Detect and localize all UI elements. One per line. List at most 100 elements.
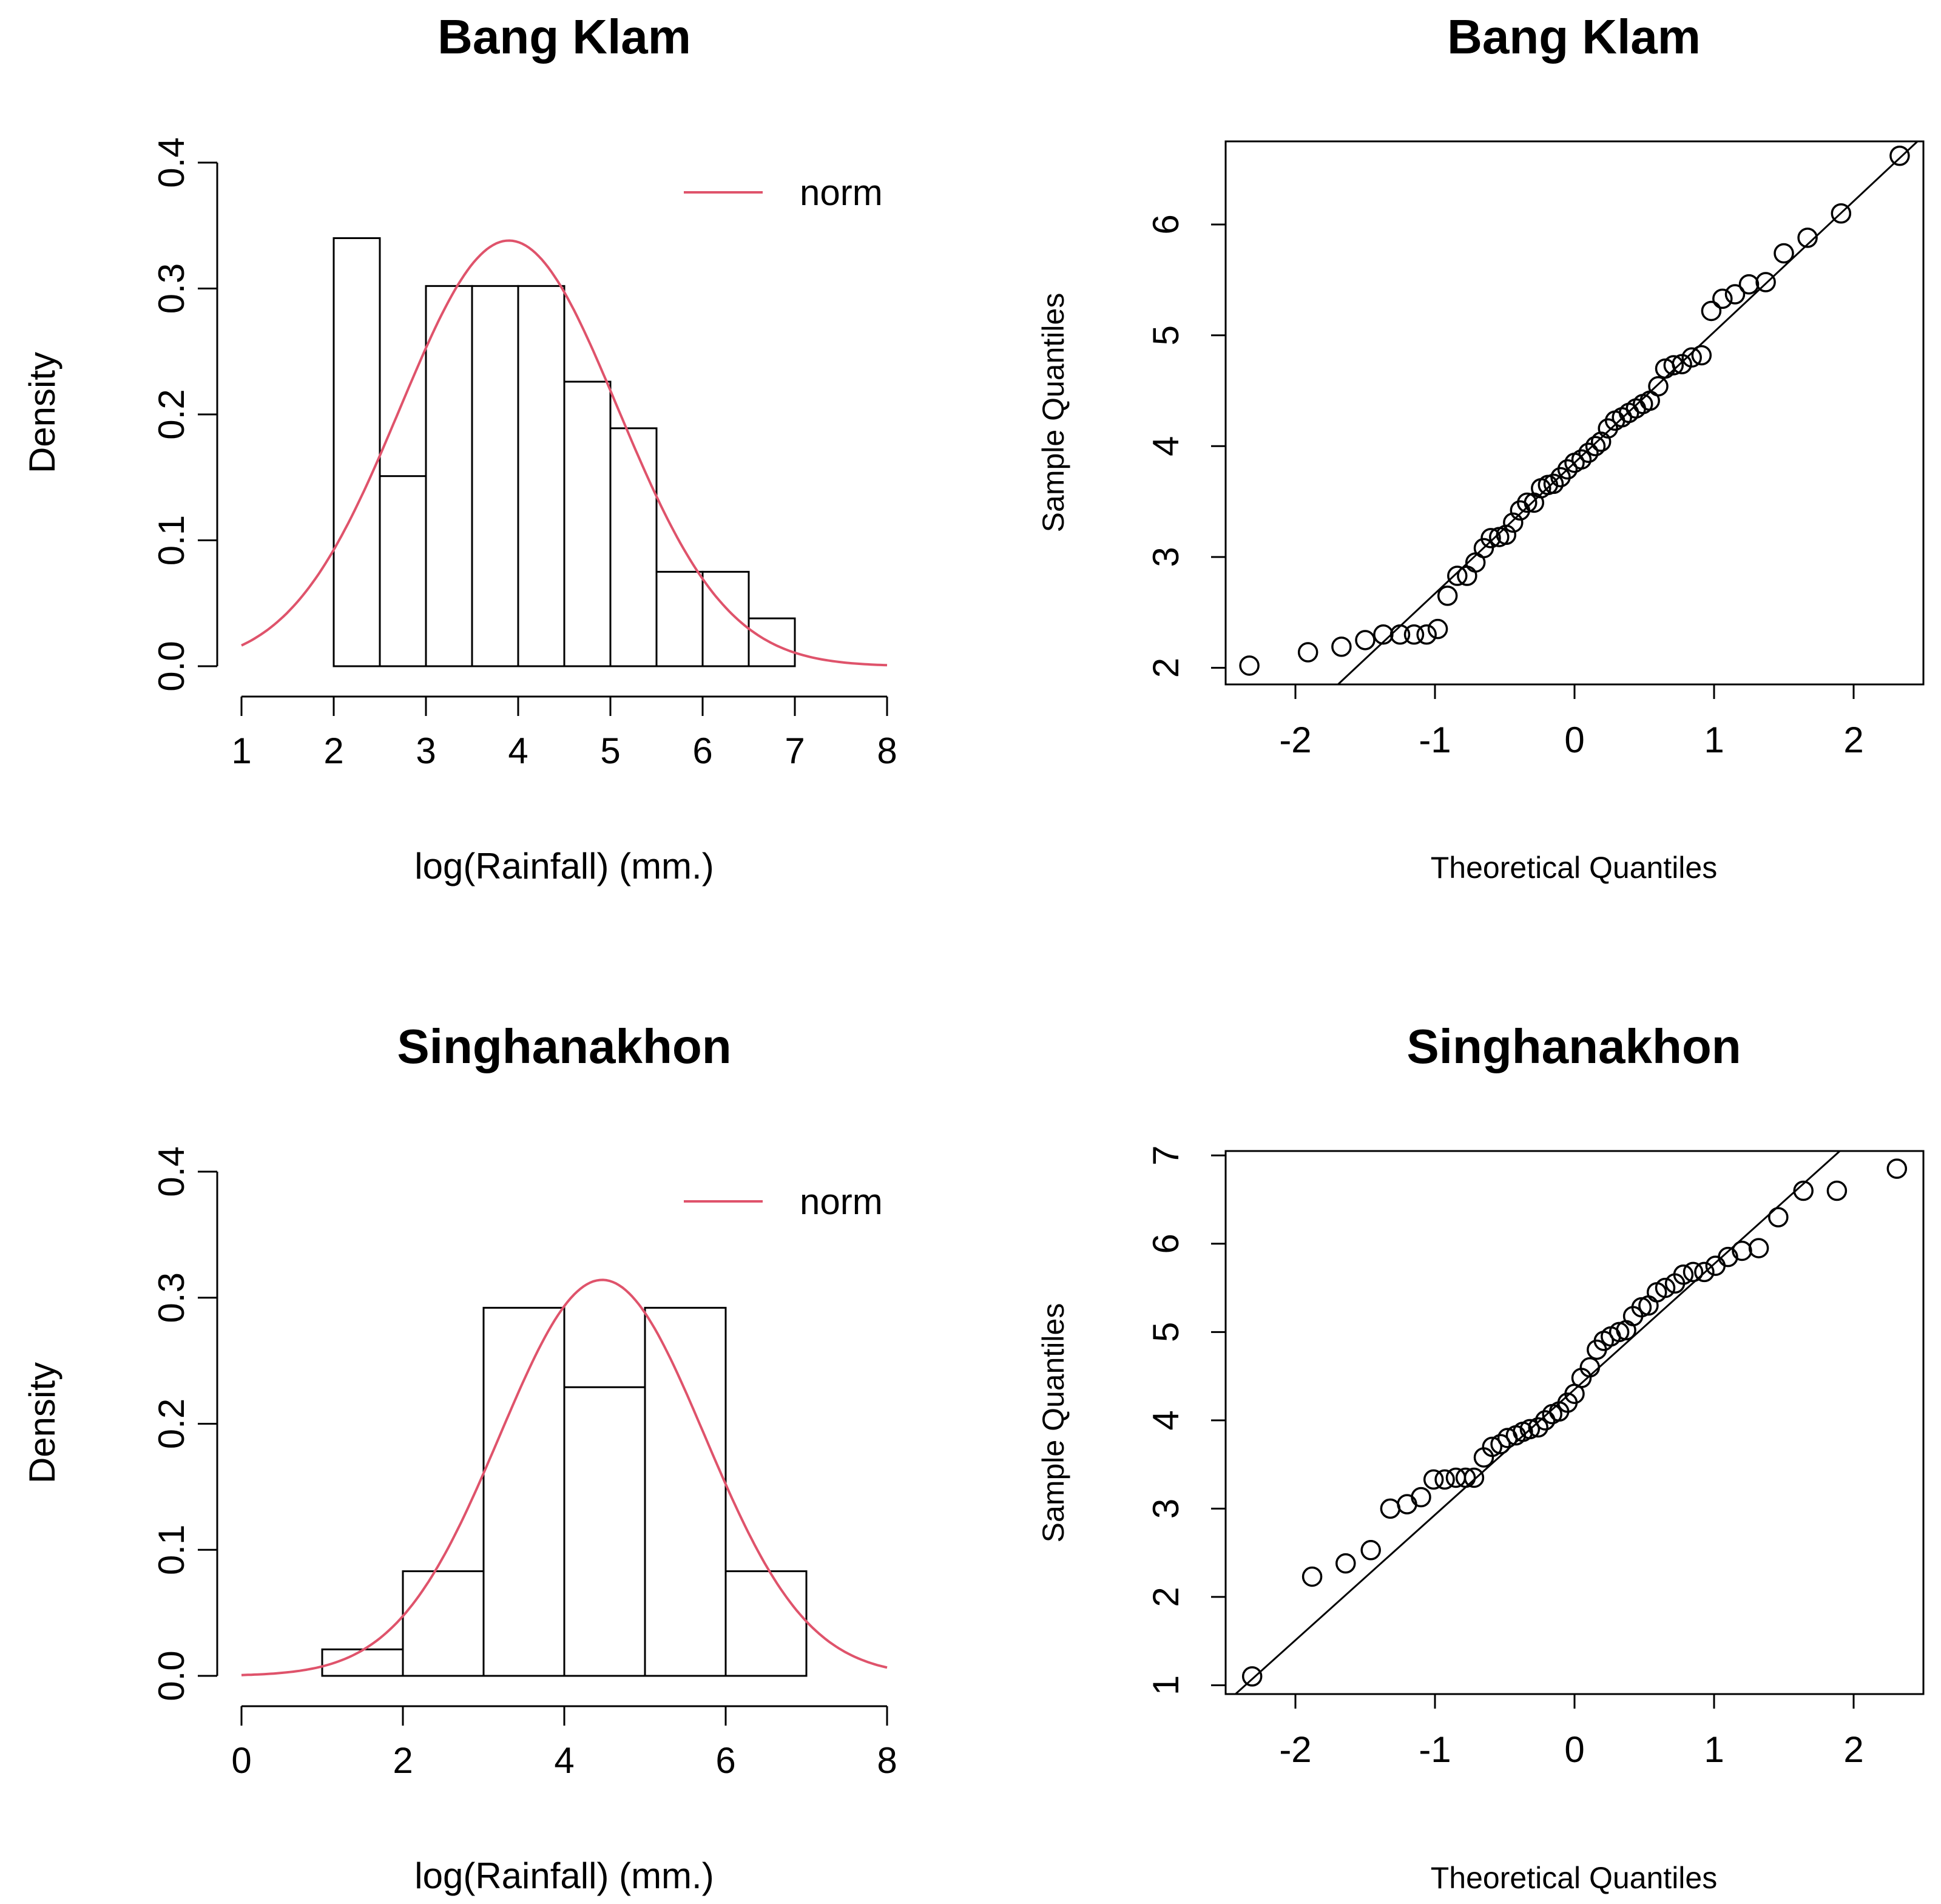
qq-point: [1416, 624, 1437, 645]
qq-point: [1411, 1487, 1431, 1508]
x-tick-label: 2: [393, 1740, 413, 1781]
histogram-bang-klam: Bang Klam Density log(Rainfall) (mm.) 1 2…: [22, 10, 897, 886]
qq-point: [1705, 1255, 1726, 1276]
histogram-bar: [333, 237, 381, 667]
qq-point: [1748, 1238, 1769, 1258]
qq-point: [1886, 1158, 1908, 1179]
x-tick-label: 7: [785, 731, 805, 771]
x-axis-label: log(Rainfall) (mm.): [414, 1855, 714, 1896]
qq-point: [1550, 467, 1571, 488]
qq-point: [1397, 1494, 1417, 1514]
qq-point: [1473, 538, 1494, 559]
qq-point: [1543, 473, 1564, 495]
y-tick-label: 7: [1146, 1146, 1186, 1166]
qq-point: [1797, 228, 1818, 248]
chart-title: Singhanakhon: [1406, 1019, 1741, 1073]
y-tick-label: 2: [1146, 1587, 1186, 1607]
y-tick-label: 6: [1146, 214, 1186, 234]
qq-point: [1301, 1566, 1323, 1587]
qq-line: [1235, 1150, 1841, 1695]
qq-point: [1826, 1180, 1848, 1201]
qq-point: [1297, 642, 1318, 663]
histogram-bar: [701, 570, 750, 667]
qq-point: [1648, 376, 1669, 397]
qq-point: [1793, 1180, 1814, 1201]
y-tick-label: 0.3: [151, 263, 192, 314]
qq-point: [1655, 1277, 1676, 1298]
y-tick-label: 0.2: [151, 389, 192, 439]
qq-point: [1455, 1467, 1476, 1488]
qq-point: [1331, 636, 1352, 657]
y-tick-label: 0.0: [151, 1650, 192, 1701]
x-tick-label: 0: [1564, 1729, 1584, 1770]
x-tick-label: -2: [1279, 720, 1311, 760]
legend-label: norm: [800, 1181, 883, 1222]
qq-point: [1447, 565, 1468, 586]
x-tick-label: 1: [1704, 1729, 1724, 1770]
x-axis: -2 -1 0 1 2: [1279, 684, 1864, 760]
qq-point: [1831, 203, 1852, 224]
x-tick-label: 8: [877, 731, 897, 771]
qq-point: [1578, 442, 1599, 464]
x-axis-label: Theoretical Quantiles: [1431, 851, 1717, 885]
chart-title: Bang Klam: [437, 10, 691, 64]
qq-point: [1724, 284, 1746, 305]
qq-point: [1389, 624, 1411, 645]
qq-points: [1241, 1158, 1908, 1687]
qq-point: [1683, 1261, 1704, 1283]
qq-point: [1241, 1666, 1263, 1687]
x-axis-label: Theoretical Quantiles: [1431, 1861, 1717, 1895]
x-tick-label: 0: [231, 1740, 251, 1781]
qq-point: [1427, 618, 1448, 640]
qq-point: [1598, 418, 1618, 439]
y-tick-label: 0.4: [151, 137, 192, 187]
histogram-bars: [333, 237, 796, 667]
histogram-bar: [563, 1386, 646, 1677]
qq-point: [1585, 436, 1606, 457]
legend: norm: [684, 1181, 883, 1222]
x-tick-label: 2: [323, 731, 343, 771]
qq-point: [1360, 1540, 1381, 1561]
x-tick-label: 2: [1843, 720, 1863, 760]
x-tick-label: 5: [600, 731, 620, 771]
qq-point: [1496, 524, 1517, 545]
qq-plot-singhanakhon: Singhanakhon Sample Quantiles Theoretica…: [1036, 1019, 1925, 1895]
norm-density-curve: [241, 239, 888, 667]
y-tick-label: 3: [1146, 547, 1186, 567]
legend-label: norm: [800, 172, 883, 213]
qq-point: [1774, 243, 1794, 264]
qq-point: [1480, 528, 1501, 549]
y-tick-label: 5: [1146, 325, 1186, 345]
histogram-bar: [563, 380, 612, 667]
x-axis-label: log(Rainfall) (mm.): [414, 846, 714, 886]
y-axis: 1 2 3 4 5 6 7: [1146, 1146, 1226, 1695]
chart-title: Bang Klam: [1447, 10, 1701, 64]
x-tick-label: -1: [1419, 720, 1451, 760]
x-tick-label: 6: [692, 731, 712, 771]
qq-point: [1663, 355, 1684, 376]
histogram-bar: [379, 475, 427, 667]
qq-point: [1335, 1553, 1356, 1574]
qq-point: [1517, 492, 1538, 513]
x-tick-label: 4: [554, 1740, 574, 1781]
qq-points: [1239, 145, 1910, 676]
qq-point: [1571, 449, 1592, 470]
qq-point: [1768, 1207, 1789, 1227]
qq-point: [1718, 1246, 1738, 1268]
y-tick-label: 4: [1146, 1410, 1186, 1430]
y-tick-label: 0.1: [151, 1525, 192, 1575]
qq-point: [1503, 512, 1524, 533]
chart-title: Singhanakhon: [397, 1019, 731, 1073]
qq-point: [1239, 655, 1260, 676]
histogram-bar: [425, 285, 473, 667]
qq-point: [1373, 624, 1394, 645]
histogram-bars: [321, 1306, 808, 1677]
x-axis: 0 2 4 6 8: [231, 1705, 897, 1781]
histogram-bar: [517, 285, 565, 667]
histogram-bar: [402, 1570, 485, 1677]
x-tick-label: 2: [1843, 1729, 1863, 1770]
qq-point: [1557, 459, 1578, 480]
qq-point: [1694, 1261, 1715, 1283]
x-tick-label: -1: [1419, 1729, 1451, 1770]
